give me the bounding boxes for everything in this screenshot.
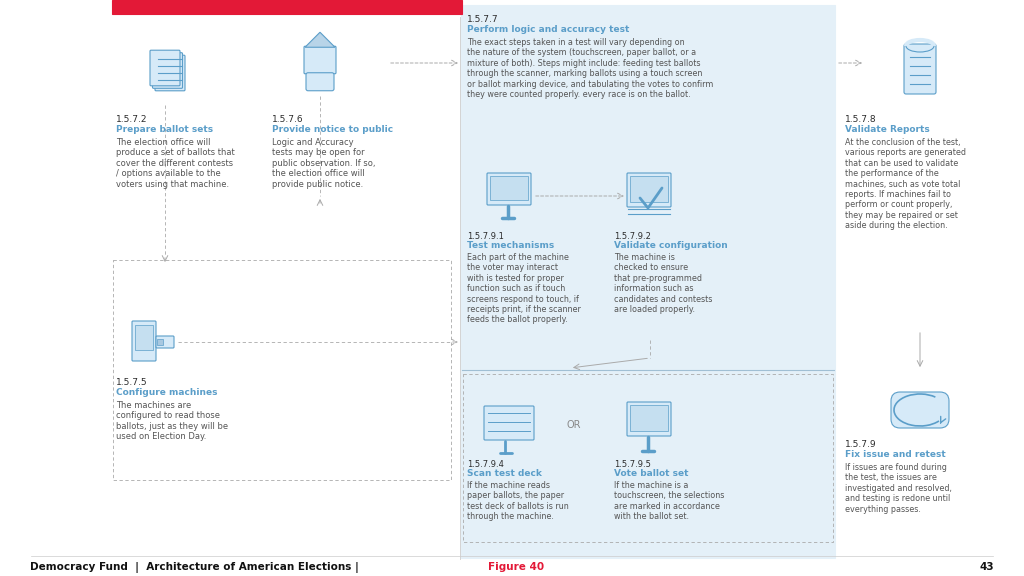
Bar: [490, 176, 528, 200]
Text: Provide notice to public: Provide notice to public: [272, 125, 393, 134]
Text: 1.5.7.8: 1.5.7.8: [845, 115, 877, 124]
FancyBboxPatch shape: [150, 50, 180, 86]
Text: Logic and Accuracy
tests may be open for
public observation. If so,
the election: Logic and Accuracy tests may be open for…: [272, 138, 376, 188]
Text: Each part of the machine
the voter may interact
with is tested for proper
functi: Each part of the machine the voter may i…: [467, 253, 581, 324]
FancyBboxPatch shape: [155, 55, 185, 91]
Text: Scan test deck: Scan test deck: [467, 469, 542, 478]
FancyBboxPatch shape: [304, 46, 336, 74]
Bar: [157, 339, 163, 345]
Bar: [112, 0, 462, 14]
FancyBboxPatch shape: [484, 406, 534, 440]
Text: If issues are found during
the test, the issues are
investigated and resolved,
a: If issues are found during the test, the…: [845, 463, 952, 514]
FancyBboxPatch shape: [153, 52, 182, 88]
Text: 1.5.7.9.2: 1.5.7.9.2: [614, 232, 651, 241]
Text: Democracy Fund  |  Architecture of American Elections |: Democracy Fund | Architecture of America…: [30, 562, 367, 573]
Text: If the machine is a
touchscreen, the selections
are marked in accordance
with th: If the machine is a touchscreen, the sel…: [614, 481, 724, 521]
FancyBboxPatch shape: [904, 44, 936, 94]
Text: The machine is
checked to ensure
that pre-programmed
information such as
candida: The machine is checked to ensure that pr…: [614, 253, 713, 314]
Text: Prepare ballot sets: Prepare ballot sets: [116, 125, 213, 134]
Text: 43: 43: [979, 562, 994, 572]
Bar: [113, 260, 451, 480]
Text: Fix issue and retest: Fix issue and retest: [845, 450, 946, 459]
FancyBboxPatch shape: [306, 73, 334, 91]
FancyBboxPatch shape: [487, 173, 531, 205]
Text: Figure 40: Figure 40: [488, 562, 544, 572]
Text: If the machine reads
paper ballots, the paper
test deck of ballots is run
throug: If the machine reads paper ballots, the …: [467, 481, 568, 521]
Text: 1.5.7.9: 1.5.7.9: [845, 440, 877, 449]
FancyBboxPatch shape: [627, 402, 671, 436]
Text: The election office will
produce a set of ballots that
cover the different conte: The election office will produce a set o…: [116, 138, 234, 188]
Bar: [461, 5, 835, 558]
FancyBboxPatch shape: [627, 173, 671, 207]
Text: 1.5.7.7: 1.5.7.7: [467, 15, 499, 24]
Text: 1.5.7.9.4: 1.5.7.9.4: [467, 460, 504, 469]
FancyBboxPatch shape: [891, 392, 949, 428]
Text: At the conclusion of the test,
various reports are generated
that can be used to: At the conclusion of the test, various r…: [845, 138, 966, 230]
FancyBboxPatch shape: [156, 336, 174, 348]
Text: 1.5.7.6: 1.5.7.6: [272, 115, 304, 124]
Text: 1.5.7.9.5: 1.5.7.9.5: [614, 460, 651, 469]
Text: Perform logic and accuracy test: Perform logic and accuracy test: [467, 25, 630, 34]
Text: The machines are
configured to read those
ballots, just as they will be
used on : The machines are configured to read thos…: [116, 401, 228, 441]
FancyBboxPatch shape: [132, 321, 156, 361]
Text: The exact steps taken in a test will vary depending on
the nature of the system : The exact steps taken in a test will var…: [467, 38, 714, 99]
Bar: [630, 176, 668, 202]
Text: 1.5.7.9.1: 1.5.7.9.1: [467, 232, 504, 241]
Bar: [135, 325, 153, 350]
Text: 1.5.7.2: 1.5.7.2: [116, 115, 147, 124]
Bar: [630, 405, 668, 431]
Text: Validate configuration: Validate configuration: [614, 241, 728, 250]
Text: Vote ballot set: Vote ballot set: [614, 469, 688, 478]
Text: OR: OR: [566, 420, 582, 430]
Text: 1.5.7.5: 1.5.7.5: [116, 378, 147, 387]
Text: Test mechanisms: Test mechanisms: [467, 241, 554, 250]
Text: Configure machines: Configure machines: [116, 388, 217, 397]
Polygon shape: [305, 32, 335, 47]
Text: Validate Reports: Validate Reports: [845, 125, 930, 134]
Bar: [463, 374, 833, 542]
